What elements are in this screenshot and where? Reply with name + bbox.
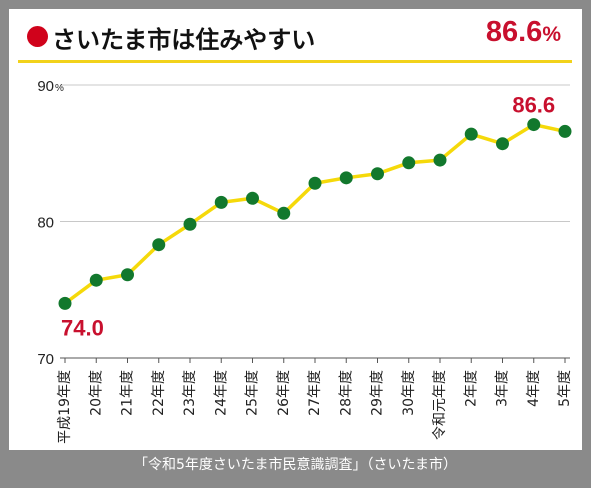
x-tick-label: 23年度 bbox=[182, 370, 198, 416]
data-point bbox=[152, 238, 166, 252]
data-point bbox=[496, 137, 509, 151]
y-tick-label: 90 bbox=[37, 78, 54, 95]
source-caption: 「令和5年度さいたま市民意識調査」（さいたま市） bbox=[133, 457, 458, 473]
x-tick-label: 29年度 bbox=[370, 370, 386, 416]
data-point bbox=[433, 153, 447, 167]
data-label: 86.6 bbox=[512, 93, 555, 118]
x-tick-label: 2年度 bbox=[463, 370, 479, 407]
chart-panel bbox=[9, 9, 582, 450]
x-tick-label: 25年度 bbox=[245, 370, 261, 416]
data-point bbox=[527, 118, 541, 132]
x-tick-label: 28年度 bbox=[338, 370, 354, 416]
series-line bbox=[63, 122, 566, 305]
x-tick-label: 4年度 bbox=[526, 370, 542, 407]
title-underline bbox=[18, 60, 572, 63]
x-tick-label: 21年度 bbox=[120, 370, 136, 416]
red-circle-icon bbox=[27, 26, 48, 47]
x-tick-label: 30年度 bbox=[401, 370, 417, 416]
data-point bbox=[371, 167, 384, 181]
page-title: さいたま市は住みやすい bbox=[52, 28, 316, 54]
data-point bbox=[58, 296, 72, 310]
y-tick-label: 80 bbox=[37, 215, 54, 232]
y-unit-label: % bbox=[55, 83, 64, 94]
x-tick-label: 20年度 bbox=[88, 370, 104, 416]
data-point bbox=[402, 156, 416, 170]
headline-number: 86.6 bbox=[485, 16, 543, 48]
data-point bbox=[308, 176, 322, 190]
data-point bbox=[339, 171, 353, 185]
data-point bbox=[277, 206, 291, 220]
y-tick-label: 70 bbox=[37, 351, 54, 368]
x-tick-label: 3年度 bbox=[495, 370, 511, 407]
data-point bbox=[214, 195, 228, 209]
x-tick-label: 22年度 bbox=[151, 370, 167, 416]
headline-unit: % bbox=[542, 23, 561, 46]
data-label: 74.0 bbox=[61, 315, 104, 340]
data-point bbox=[246, 191, 259, 205]
x-tick-label: 令和元年度 bbox=[432, 370, 448, 440]
data-point bbox=[464, 127, 478, 141]
data-point bbox=[558, 124, 572, 138]
headline-value: 86.6% bbox=[486, 16, 561, 49]
data-point bbox=[121, 268, 134, 282]
x-tick-label: 平成19年度 bbox=[57, 370, 73, 444]
x-tick-label: 27年度 bbox=[307, 370, 323, 416]
data-point bbox=[183, 217, 197, 231]
x-tick-label: 5年度 bbox=[557, 370, 573, 407]
data-point bbox=[89, 273, 103, 287]
x-tick-label: 24年度 bbox=[213, 370, 229, 416]
x-tick-label: 26年度 bbox=[276, 370, 292, 416]
